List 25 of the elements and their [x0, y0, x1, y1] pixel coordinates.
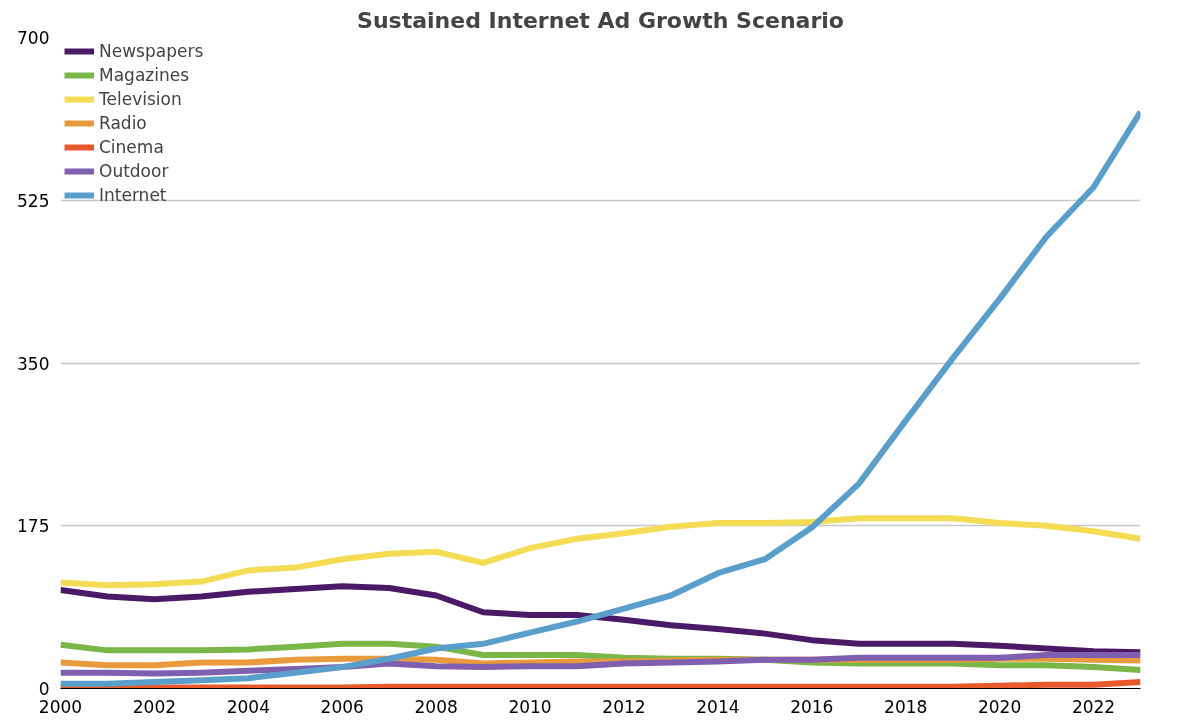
x-tick-label: 2016 — [790, 696, 834, 717]
chart-title: Sustained Internet Ad Growth Scenario — [357, 7, 844, 33]
y-tick-label: 350 — [17, 353, 50, 374]
legend-label: Cinema — [99, 137, 164, 157]
legend-label: Radio — [99, 113, 147, 133]
x-tick-label: 2010 — [508, 696, 552, 717]
x-tick-label: 2022 — [1071, 696, 1116, 717]
y-tick-label: 525 — [17, 190, 50, 211]
legend-label: Newspapers — [99, 41, 204, 61]
legend-label: Magazines — [99, 65, 190, 85]
x-tick-label: 2000 — [38, 696, 83, 717]
y-tick-label: 0 — [38, 679, 50, 699]
legend-label: Outdoor — [99, 161, 169, 181]
y-tick-label: 175 — [17, 516, 50, 537]
x-tick-label: 2002 — [132, 696, 177, 717]
legend-label: Television — [99, 89, 182, 109]
x-tick-label: 2008 — [414, 696, 458, 717]
x-tick-label: 2012 — [602, 696, 646, 717]
x-tick-label: 2014 — [696, 696, 740, 717]
x-tick-label: 2020 — [978, 696, 1022, 717]
y-tick-label: 700 — [17, 28, 50, 48]
x-tick-label: 2018 — [884, 696, 928, 717]
legend-label: Internet — [99, 185, 167, 205]
x-tick-label: 2006 — [320, 696, 364, 717]
x-tick-label: 2004 — [226, 696, 270, 717]
